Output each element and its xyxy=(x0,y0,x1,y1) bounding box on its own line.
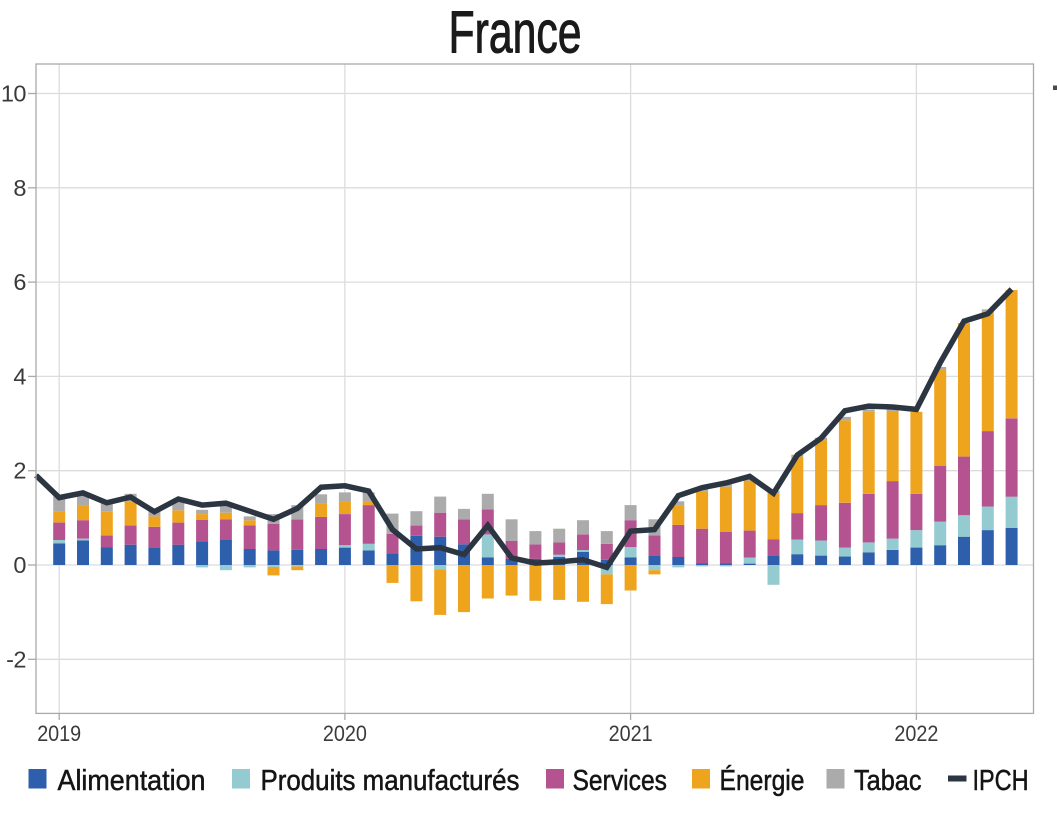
svg-text:10: 10 xyxy=(1,81,27,107)
svg-text:8: 8 xyxy=(13,175,26,201)
svg-text:6: 6 xyxy=(13,269,26,295)
svg-text:Énergie: Énergie xyxy=(720,764,805,797)
svg-text:2020: 2020 xyxy=(323,721,367,746)
svg-text:4: 4 xyxy=(13,363,26,389)
svg-text:-2: -2 xyxy=(6,646,26,672)
svg-text:0: 0 xyxy=(13,552,26,578)
svg-text:Services: Services xyxy=(573,765,668,797)
svg-text:Alimentation: Alimentation xyxy=(58,765,206,797)
svg-text:Produits manufacturés: Produits manufacturés xyxy=(261,765,520,797)
svg-text:IPCH: IPCH xyxy=(973,765,1029,797)
svg-text:France: France xyxy=(449,0,582,66)
svg-text:2019: 2019 xyxy=(37,721,81,746)
svg-text:Tabac: Tabac xyxy=(854,765,922,797)
svg-text:2022: 2022 xyxy=(894,721,938,746)
svg-text:2: 2 xyxy=(13,458,26,484)
svg-text:2021: 2021 xyxy=(609,721,653,746)
